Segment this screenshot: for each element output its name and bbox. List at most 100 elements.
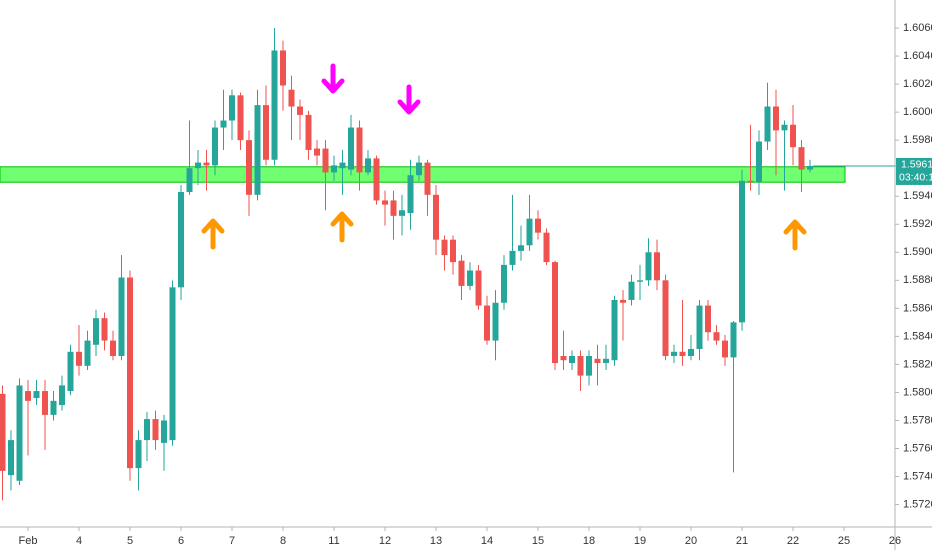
candle-body (628, 281, 635, 300)
last-price-tag: 1.5961603:40:15 (896, 157, 932, 185)
candle-body (671, 351, 677, 357)
candle-body (288, 89, 295, 107)
candle-body (84, 340, 91, 366)
y-tick-label: 1.59800 (903, 134, 932, 146)
candle-body (798, 147, 805, 170)
candle-body (696, 305, 703, 349)
x-tick-label: 12 (379, 535, 391, 547)
y-tick-label: 1.57200 (903, 498, 932, 510)
candle-body (569, 356, 575, 364)
candle-body (747, 180, 754, 183)
candle-body (620, 299, 626, 303)
plot-area (0, 28, 897, 501)
candle-body (135, 440, 142, 469)
x-tick-label: 18 (583, 535, 595, 547)
candle-body (16, 385, 23, 481)
y-tick-label: 1.58800 (903, 274, 932, 286)
last-price-box (896, 157, 932, 185)
x-tick-label: 22 (787, 535, 799, 547)
candle-body (756, 141, 762, 183)
candle-body (127, 277, 133, 469)
candle-body (331, 165, 337, 173)
candle-body (50, 400, 57, 415)
candle-body (535, 218, 541, 233)
x-tick-label: 11 (328, 535, 339, 547)
candle-body (705, 305, 711, 333)
candle-body (713, 332, 720, 341)
candle-body (110, 340, 116, 357)
candle-body (229, 95, 235, 121)
candle-body (169, 287, 176, 441)
candle-body (518, 245, 524, 251)
candle-body (654, 252, 660, 281)
up-arrow (783, 219, 807, 251)
candle-body (203, 162, 210, 166)
candle-body (322, 148, 329, 173)
x-tick-label: 13 (430, 535, 442, 547)
y-tick-label: 1.60200 (903, 78, 932, 90)
candle-body (416, 162, 422, 176)
candle-body (280, 50, 286, 86)
candle-body (42, 391, 48, 415)
candle-body (450, 239, 456, 263)
down-arrow (397, 84, 421, 115)
candle-body (475, 270, 482, 306)
candle-body (773, 106, 779, 131)
up-arrow (330, 211, 354, 243)
y-tick-label: 1.59200 (903, 218, 932, 230)
x-tick-label: 4 (76, 535, 82, 547)
y-tick-label: 1.58000 (903, 386, 932, 398)
down-arrow (321, 63, 345, 94)
x-tick-label: 21 (736, 535, 748, 547)
y-tick-label: 1.60400 (903, 50, 932, 62)
candle-body (76, 351, 82, 366)
candle-body (458, 260, 465, 286)
candle-body (688, 348, 694, 357)
candle-body (101, 318, 108, 341)
y-tick-label: 1.57400 (903, 470, 932, 482)
x-tick-label: 5 (127, 535, 133, 547)
x-tick-label: 14 (481, 535, 493, 547)
candle-body (560, 356, 567, 361)
candle-body (739, 180, 745, 323)
candle-body (467, 270, 473, 286)
candle-body (348, 127, 354, 170)
candle-body (220, 120, 227, 128)
annotation-arrows (201, 63, 807, 251)
candle-body (297, 106, 303, 115)
candle-body (543, 232, 550, 263)
candle-body (390, 200, 397, 216)
candle-body (339, 162, 346, 169)
candle-body (526, 218, 533, 246)
y-tick-label: 1.59400 (903, 190, 932, 202)
candle-body (509, 250, 516, 265)
last-price-label: 1.59616 (901, 159, 932, 171)
candle-body (552, 262, 558, 364)
candle-body (424, 162, 431, 195)
x-tick-label: 6 (178, 535, 184, 547)
candle-body (246, 140, 252, 195)
x-tick-label: 7 (229, 535, 235, 547)
candle-body (637, 280, 643, 282)
candle-body (305, 114, 312, 150)
countdown-label: 03:40:15 (899, 172, 932, 184)
y-tick-label: 1.57600 (903, 442, 932, 454)
candle-body (356, 127, 363, 173)
x-tick-label: 8 (280, 535, 286, 547)
candle-body (764, 106, 771, 142)
candle-body (314, 148, 320, 156)
x-tick-label: 26 (889, 535, 901, 547)
candle-body (25, 391, 31, 401)
candle-body (594, 358, 601, 364)
candle-body (577, 356, 584, 376)
candle-body (263, 105, 269, 160)
candle-body (8, 440, 14, 476)
candle-body (399, 210, 405, 216)
y-tick-label: 1.59000 (903, 246, 932, 258)
candle-body (781, 124, 788, 131)
candle-body (59, 385, 65, 406)
axes: 1.57200 1.57400 1.57600 1.57800 1.58000 1.582… (19, 22, 932, 547)
y-tick-label: 1.58600 (903, 302, 932, 314)
